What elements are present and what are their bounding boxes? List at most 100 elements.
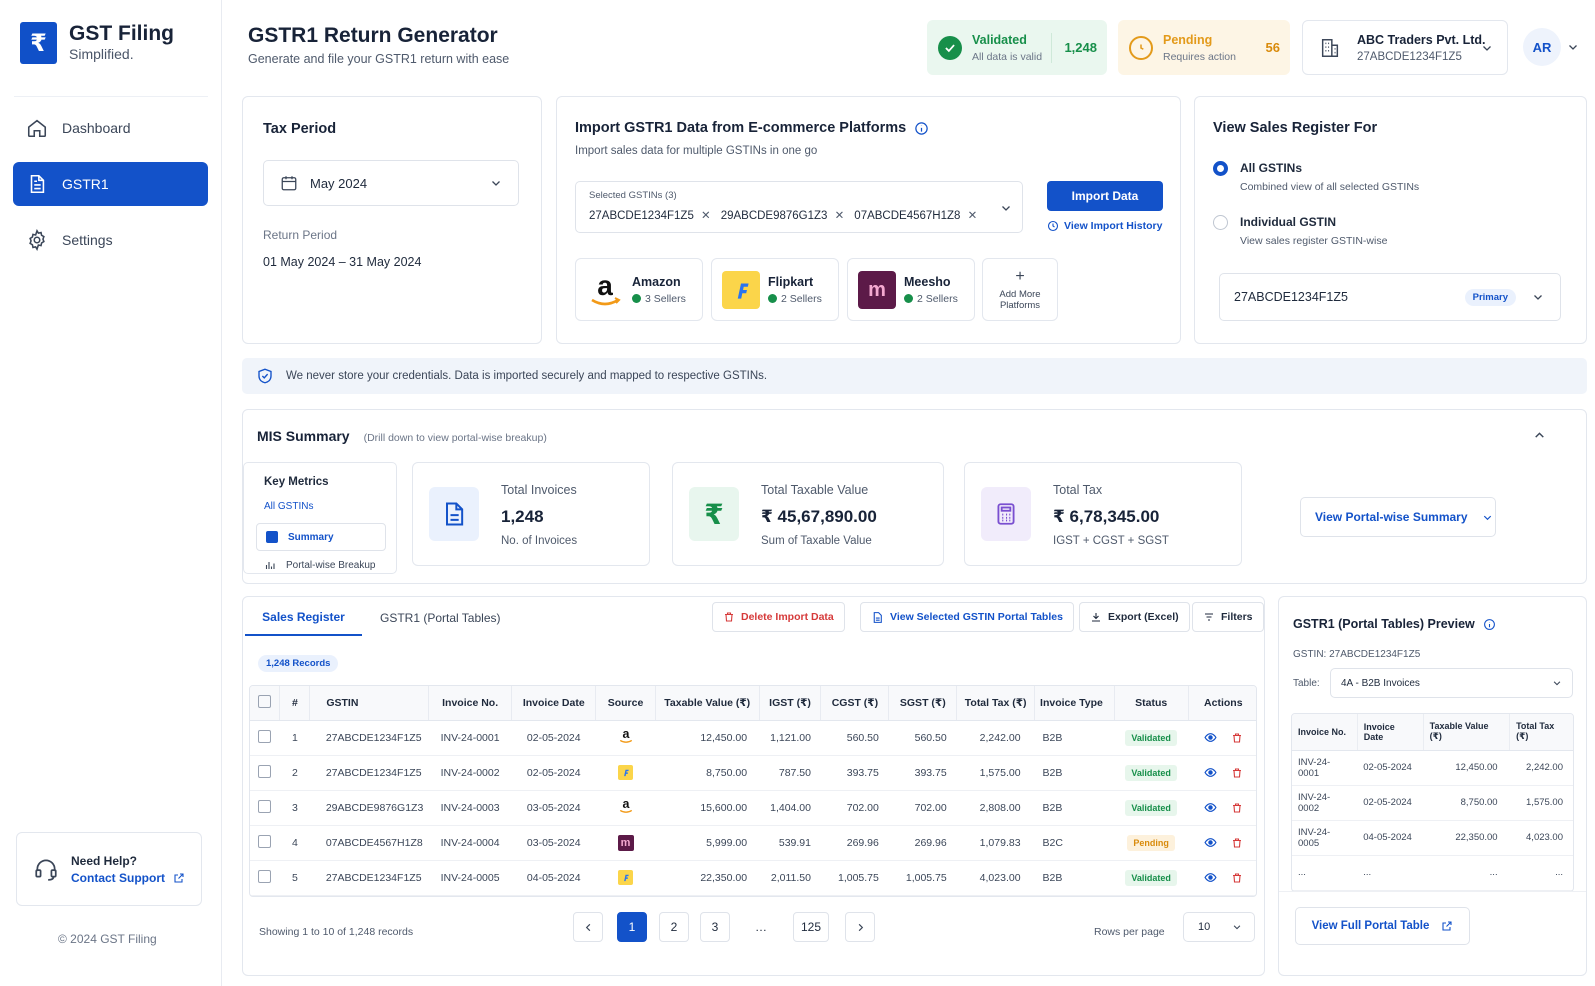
select-all-checkbox[interactable]	[258, 694, 272, 708]
pending-status-pill[interactable]: Pending Requires action 56	[1118, 20, 1290, 75]
eye-icon[interactable]	[1203, 871, 1217, 884]
table-row[interactable]: 5 27ABCDE1234F1Z5 INV-24-0005 04-05-2024 22,…	[250, 860, 1256, 896]
invoice-no-cell: INV-24-0004	[428, 825, 512, 861]
gstin-chip[interactable]: 07ABCDE4567H1Z8 ✕	[854, 208, 977, 222]
gstin-chip[interactable]: 29ABCDE9876G1Z3 ✕	[721, 208, 845, 222]
column-header[interactable]: Invoice No.	[428, 686, 513, 721]
eye-icon[interactable]	[1203, 801, 1217, 814]
view-full-portal-table-button[interactable]: View Full Portal Table	[1295, 907, 1470, 945]
column-header[interactable]: IGST (₹)	[759, 686, 822, 721]
svg-text:a: a	[622, 797, 629, 811]
sidebar-item-settings[interactable]: Settings	[13, 218, 208, 262]
sidebar-item-gstr1[interactable]: GSTR1	[13, 162, 208, 206]
column-header[interactable]: GSTIN	[309, 686, 429, 721]
contact-support-link[interactable]: Contact Support	[71, 871, 185, 885]
page-button[interactable]: 2	[659, 912, 689, 942]
taxable-value-cell: 8,750.00	[655, 755, 760, 791]
column-header[interactable]: Status	[1114, 686, 1189, 721]
gstin-chip-label: 27ABCDE1234F1Z5	[589, 210, 694, 222]
help-card[interactable]: Need Help? Contact Support	[16, 832, 202, 906]
validated-count: 1,248	[1051, 32, 1097, 63]
delete-import-label: Delete Import Data	[741, 611, 834, 623]
key-metrics-panel: Key Metrics All GSTINs Summary Portal-wi…	[243, 462, 397, 574]
summary-nav-button[interactable]: Summary	[256, 523, 386, 551]
row-checkbox[interactable]	[258, 729, 272, 743]
page-button[interactable]: 3	[700, 912, 730, 942]
view-portal-summary-button[interactable]: View Portal-wise Summary	[1300, 497, 1496, 537]
gstin-select[interactable]: 27ABCDE1234F1Z5 Primary	[1219, 273, 1561, 321]
trash-icon[interactable]	[1231, 802, 1243, 814]
platform-amazon[interactable]: a Amazon 3 Sellers	[575, 258, 703, 321]
view-import-history-link[interactable]: View Import History	[1047, 220, 1162, 232]
page-button[interactable]: 1	[617, 912, 647, 942]
brand[interactable]: ₹ GST Filing Simplified.	[20, 22, 174, 64]
column-header[interactable]: Source	[595, 686, 656, 721]
radio-individual-gstin[interactable]: Individual GSTIN View sales register GST…	[1213, 215, 1387, 247]
chevron-up-icon[interactable]	[1533, 429, 1546, 442]
import-title: Import GSTR1 Data from E-commerce Platfo…	[575, 120, 907, 136]
sidebar: ₹ GST Filing Simplified. Dashboard GSTR1…	[0, 0, 222, 986]
column-header[interactable]: Taxable Value (₹)	[655, 686, 760, 721]
import-data-button[interactable]: Import Data	[1047, 181, 1163, 211]
metric-label: Total Tax	[1053, 483, 1103, 497]
column-header[interactable]: SGST (₹)	[888, 686, 958, 721]
portal-breakup-nav[interactable]: Portal-wise Breakup	[264, 559, 375, 571]
gstin-chip[interactable]: 27ABCDE1234F1Z5 ✕	[589, 208, 711, 222]
divider	[14, 96, 208, 97]
radio-button[interactable]	[1213, 215, 1228, 230]
close-icon[interactable]: ✕	[834, 210, 845, 222]
column-header: Total Tax (₹)	[1509, 714, 1573, 751]
table-row[interactable]: 4 07ABCDE4567H1Z8 INV-24-0004 03-05-2024 m 5,…	[250, 825, 1256, 861]
column-header[interactable]: Total Tax (₹)	[956, 686, 1036, 721]
sidebar-item-dashboard[interactable]: Dashboard	[13, 106, 208, 150]
tab-sales-register[interactable]: Sales Register	[245, 600, 362, 636]
radio-all-gstins[interactable]: All GSTINs Combined view of all selected…	[1213, 161, 1419, 193]
next-page-button[interactable]	[845, 912, 875, 942]
tab-portal-tables[interactable]: GSTR1 (Portal Tables)	[380, 611, 501, 625]
gstin-multiselect[interactable]: Selected GSTINs (3) 27ABCDE1234F1Z5 ✕ 29…	[575, 181, 1023, 233]
table-row[interactable]: 1 27ABCDE1234F1Z5 INV-24-0001 02-05-2024 a 12…	[250, 720, 1256, 756]
month-select[interactable]: May 2024	[263, 160, 519, 206]
table-row[interactable]: 2 27ABCDE1234F1Z5 INV-24-0002 02-05-2024 8,7…	[250, 755, 1256, 791]
trash-icon[interactable]	[1231, 872, 1243, 884]
filters-button[interactable]: Filters	[1192, 602, 1264, 632]
eye-icon[interactable]	[1203, 731, 1217, 744]
row-checkbox[interactable]	[258, 869, 272, 883]
eye-icon[interactable]	[1203, 836, 1217, 849]
column-header[interactable]: CGST (₹)	[820, 686, 890, 721]
amazon-logo-icon: a	[619, 797, 632, 813]
platform-meesho[interactable]: m Meesho 2 Sellers	[847, 258, 975, 321]
validated-status-pill[interactable]: Validated All data is valid 1,248	[927, 20, 1107, 75]
delete-import-button[interactable]: Delete Import Data	[712, 602, 845, 632]
preview-table-select[interactable]: 4A - B2B Invoices	[1330, 668, 1573, 698]
trash-icon[interactable]	[1231, 837, 1243, 849]
eye-icon[interactable]	[1203, 766, 1217, 779]
rows-per-page-select[interactable]: 10	[1183, 912, 1255, 942]
row-checkbox[interactable]	[258, 764, 272, 778]
all-gstins-link[interactable]: All GSTINs	[264, 501, 314, 512]
total-tax-cell: 1,079.83	[956, 825, 1035, 861]
add-platform-button[interactable]: + Add More Platforms	[982, 258, 1058, 321]
platform-flipkart[interactable]: Flipkart 2 Sellers	[711, 258, 839, 321]
column-header[interactable]: Invoice Date	[511, 686, 597, 721]
info-icon[interactable]	[1483, 618, 1496, 631]
avatar[interactable]: AR	[1523, 28, 1561, 66]
table-row[interactable]: 3 29ABCDE9876G1Z3 INV-24-0003 03-05-2024 a 15…	[250, 790, 1256, 826]
export-excel-button[interactable]: Export (Excel)	[1079, 602, 1190, 632]
page-button[interactable]: 125	[793, 912, 829, 942]
row-checkbox[interactable]	[258, 834, 272, 848]
tax-period-title: Tax Period	[263, 121, 337, 137]
column-header[interactable]: #	[279, 686, 311, 721]
prev-page-button[interactable]	[573, 912, 603, 942]
trash-icon[interactable]	[1231, 732, 1243, 744]
info-icon[interactable]	[914, 121, 929, 136]
view-gstin-portal-tables-button[interactable]: View Selected GSTIN Portal Tables	[860, 602, 1074, 632]
close-icon[interactable]: ✕	[967, 210, 978, 222]
radio-button[interactable]	[1213, 161, 1228, 176]
trash-icon[interactable]	[1231, 767, 1243, 779]
column-header[interactable]: Invoice Type	[1034, 686, 1115, 721]
row-checkbox[interactable]	[258, 799, 272, 813]
close-icon[interactable]: ✕	[701, 210, 711, 222]
company-selector[interactable]: ABC Traders Pvt. Ltd. 27ABCDE1234F1Z5	[1302, 20, 1508, 75]
chevron-down-icon[interactable]	[1567, 41, 1579, 53]
